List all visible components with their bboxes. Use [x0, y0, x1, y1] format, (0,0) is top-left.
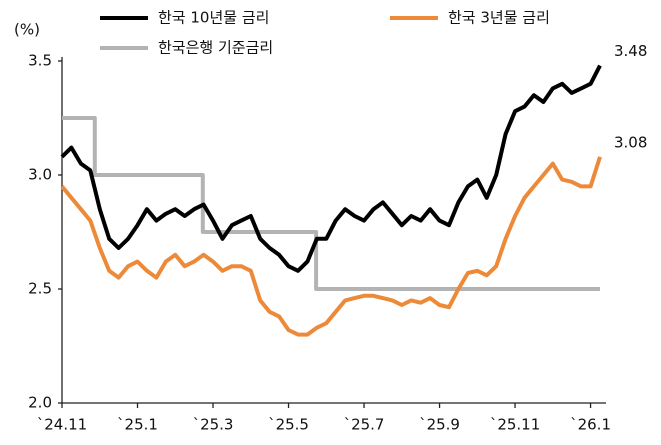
x-tick-label: `25.9: [419, 416, 460, 434]
x-tick-label: `25.7: [344, 416, 385, 434]
x-tick-label: `25.3: [193, 416, 234, 434]
x-tick-label: `25.11: [490, 416, 540, 434]
legend-label: 한국 10년물 금리: [158, 9, 269, 27]
series-line: [60, 64, 602, 273]
y-tick-label: 3.5: [28, 52, 52, 70]
x-tick-label: `25.5: [268, 416, 309, 434]
series-line: [60, 156, 602, 337]
legend-label: 한국은행 기준금리: [158, 39, 273, 57]
y-tick-label: 2.0: [28, 394, 52, 412]
end-value-label: 3.48: [614, 42, 647, 60]
y-tick-label: 2.5: [28, 280, 52, 298]
x-tick-label: `25.1: [117, 416, 158, 434]
end-value-label: 3.08: [614, 133, 647, 151]
y-tick-label: 3.0: [28, 166, 52, 184]
legend-label: 한국 3년물 금리: [448, 9, 550, 27]
x-tick-label: `24.11: [37, 416, 87, 434]
y-axis-unit: (%): [14, 21, 40, 39]
series-line: [62, 116, 600, 291]
x-tick-label: `26.1: [570, 416, 611, 434]
